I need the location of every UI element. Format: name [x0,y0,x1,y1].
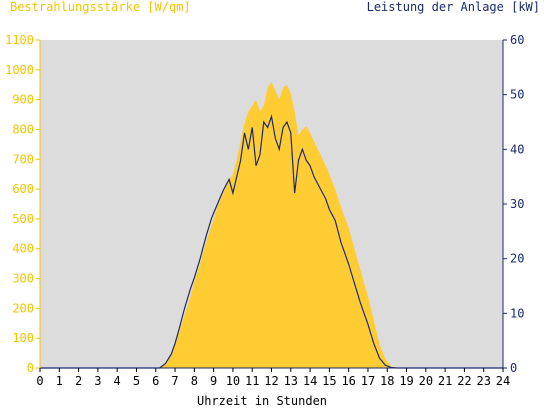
x-tick-label: 20 [419,374,433,388]
x-tick-label: 17 [361,374,375,388]
left-tick-label: 0 [27,361,34,375]
right-axis-ticks: 0 10 20 30 40 50 60 [503,33,524,375]
x-tick-label: 16 [341,374,355,388]
right-tick-label: 0 [510,361,517,375]
x-tick-label: 1 [56,374,63,388]
x-tick-label: 5 [133,374,140,388]
left-tick-label: 600 [12,182,34,196]
x-tick-label: 2 [75,374,82,388]
right-tick-label: 40 [510,142,524,156]
x-tick-label: 23 [476,374,490,388]
x-tick-label: 0 [36,374,43,388]
left-tick-label: 100 [12,331,34,345]
x-tick-label: 18 [380,374,394,388]
x-tick-label: 9 [210,374,217,388]
left-axis-ticks: 0 100 200 300 400 500 600 700 800 900 1000 1100 [5,33,40,375]
right-tick-label: 30 [510,197,524,211]
left-tick-label: 900 [12,93,34,107]
irradiance-area [40,81,503,368]
x-tick-label: 8 [191,374,198,388]
x-tick-label: 7 [171,374,178,388]
left-tick-label: 1000 [5,63,34,77]
x-tick-label: 3 [94,374,101,388]
power-line-layer [40,114,503,369]
right-tick-label: 50 [510,88,524,102]
x-axis-ticks: 0 1 2 3 4 5 6 7 8 9 10 11 12 13 14 15 16 17 18 19 20 21 22 23 24 [36,368,510,388]
x-tick-label: 4 [114,374,121,388]
irradiance-area-layer [40,81,503,368]
right-tick-label: 20 [510,252,524,266]
left-tick-label: 800 [12,122,34,136]
x-tick-label: 13 [284,374,298,388]
left-tick-label: 1100 [5,33,34,47]
left-tick-label: 200 [12,301,34,315]
left-tick-label: 700 [12,152,34,166]
x-tick-label: 6 [152,374,159,388]
x-tick-label: 21 [438,374,452,388]
power-line [40,114,503,369]
x-tick-label: 14 [303,374,317,388]
x-tick-label: 10 [226,374,240,388]
x-tick-label: 12 [264,374,278,388]
left-axis-title: Bestrahlungsstärke [W/qm] [10,0,191,14]
x-tick-label: 15 [322,374,336,388]
x-axis-label: Uhrzeit in Stunden [197,394,327,408]
x-tick-label: 24 [496,374,510,388]
right-axis-title: Leistung der Anlage [kW] [367,0,540,14]
x-tick-label: 22 [457,374,471,388]
left-tick-label: 300 [12,272,34,286]
right-tick-label: 60 [510,33,524,47]
right-tick-label: 10 [510,306,524,320]
left-tick-label: 400 [12,242,34,256]
left-tick-label: 500 [12,212,34,226]
x-tick-label: 19 [399,374,413,388]
x-tick-label: 11 [245,374,259,388]
